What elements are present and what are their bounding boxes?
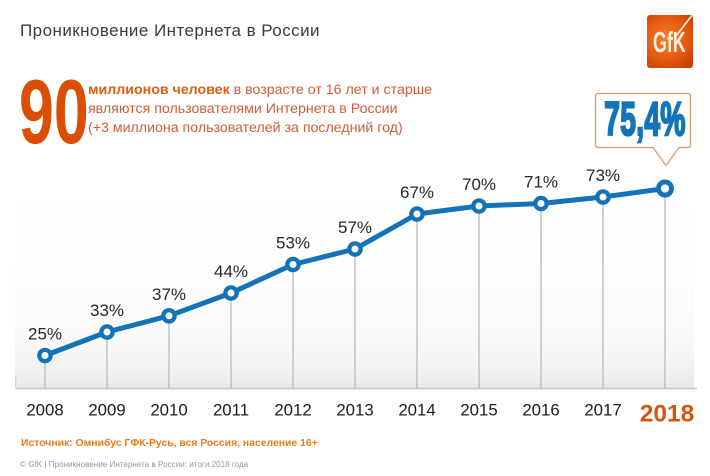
svg-text:2010: 2010 (150, 401, 187, 420)
svg-text:57%: 57% (338, 218, 372, 237)
svg-text:67%: 67% (400, 183, 434, 202)
svg-text:2013: 2013 (336, 401, 373, 420)
svg-text:2012: 2012 (274, 401, 311, 420)
svg-text:2016: 2016 (522, 401, 559, 420)
svg-text:73%: 73% (586, 166, 620, 185)
svg-text:2018: 2018 (640, 401, 695, 428)
svg-text:44%: 44% (214, 262, 248, 281)
svg-text:33%: 33% (90, 301, 124, 320)
svg-text:2015: 2015 (460, 401, 497, 420)
svg-text:2009: 2009 (88, 401, 125, 420)
svg-text:37%: 37% (152, 285, 186, 304)
svg-text:2008: 2008 (26, 401, 63, 420)
svg-text:70%: 70% (462, 175, 496, 194)
svg-text:2011: 2011 (213, 401, 249, 420)
svg-text:71%: 71% (524, 173, 558, 192)
svg-text:53%: 53% (276, 234, 310, 253)
svg-text:25%: 25% (28, 325, 62, 344)
svg-text:2017: 2017 (584, 401, 621, 420)
svg-text:2014: 2014 (398, 401, 435, 420)
